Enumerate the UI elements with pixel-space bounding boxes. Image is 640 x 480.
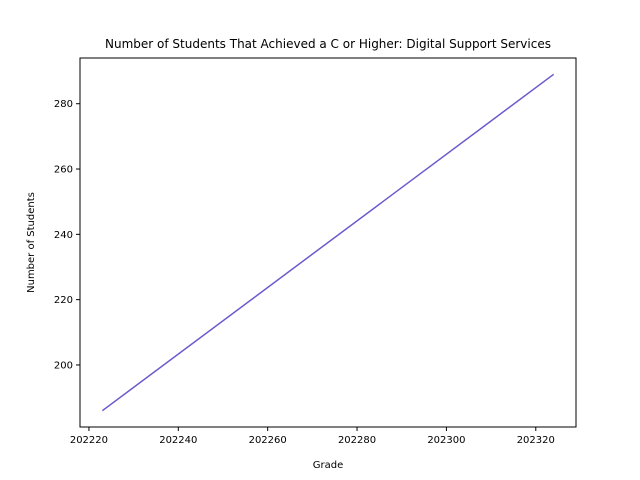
y-tick-label: 200 xyxy=(54,360,73,371)
x-tick-label: 202240 xyxy=(159,435,197,446)
x-tick-label: 202300 xyxy=(427,435,465,446)
y-axis-label: Number of Students xyxy=(26,192,37,293)
x-tick-label: 202220 xyxy=(70,435,108,446)
plot-frame xyxy=(79,57,577,428)
chart-title: Number of Students That Achieved a C or … xyxy=(105,37,551,51)
series-line-0 xyxy=(101,73,555,412)
y-axis-ticks: 200 220 240 260 280 xyxy=(54,99,80,371)
series-group xyxy=(101,73,555,412)
x-tick-label: 202260 xyxy=(249,435,287,446)
y-tick-label: 260 xyxy=(54,165,73,176)
x-axis-label: Grade xyxy=(313,460,344,471)
x-axis-ticks: 202220 202240 202260 202280 202300 202320 xyxy=(70,427,555,446)
y-tick-label: 220 xyxy=(54,295,73,306)
y-tick-label: 240 xyxy=(54,230,73,241)
y-tick-label: 280 xyxy=(54,99,73,110)
x-tick-label: 202320 xyxy=(517,435,555,446)
x-tick-label: 202280 xyxy=(338,435,376,446)
